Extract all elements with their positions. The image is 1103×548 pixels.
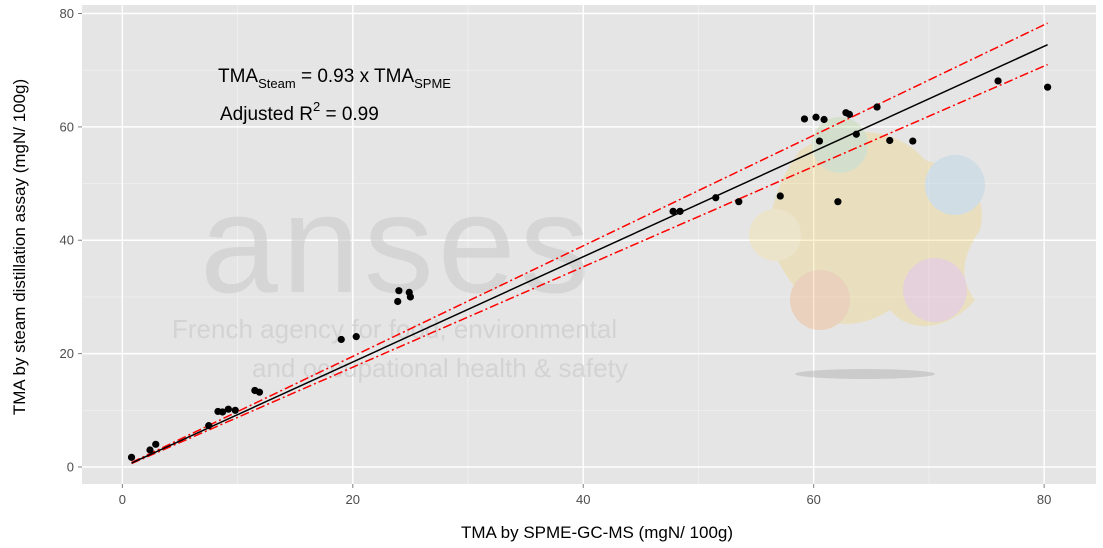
y-tick-label: 0 [67, 459, 74, 474]
data-point [735, 198, 743, 206]
data-point [152, 440, 160, 448]
plot-panel [82, 5, 1096, 484]
data-point [1044, 83, 1052, 91]
data-point [337, 335, 345, 344]
watermark-line-2: and occupational health & safety [252, 353, 628, 383]
y-tick-label: 40 [60, 233, 74, 248]
data-point [146, 446, 154, 454]
data-point [669, 207, 677, 215]
upper-band-line [131, 22, 1048, 464]
y-tick-label: 20 [60, 346, 74, 361]
x-tick-label: 20 [346, 492, 360, 507]
data-point [845, 110, 854, 119]
y-tick-label: 80 [60, 6, 74, 21]
data-point [776, 192, 784, 200]
data-point [255, 388, 264, 396]
data-point [205, 422, 213, 430]
watermark-brand: anses [200, 165, 594, 322]
y-tick-labels: 0 20 40 60 80 [60, 6, 82, 474]
x-tick-label: 40 [576, 492, 590, 507]
regression-line [131, 43, 1048, 464]
watermark-line-1: French agency for food, environmental [172, 314, 617, 344]
data-point [676, 207, 684, 215]
equation-lhs: TMA [218, 66, 258, 87]
equation-mid: = 0.93 x TMA [296, 66, 415, 87]
regression-annotation: TMASteam = 0.93 x TMASPME Adjusted R2 = … [218, 66, 451, 125]
data-point [352, 333, 360, 341]
data-point [994, 77, 1002, 85]
lower-band-line [131, 63, 1048, 465]
logo-shadow [795, 369, 935, 379]
equation-sub-spme: SPME [414, 76, 451, 91]
y-tick-label: 60 [60, 119, 74, 134]
data-point [800, 115, 809, 123]
data-point [406, 293, 414, 301]
data-point [815, 137, 824, 145]
data-point [820, 115, 828, 124]
r-squared-text: Adjusted R2 = 0.99 [220, 99, 379, 125]
data-point [224, 405, 232, 413]
minor-gridlines [82, 5, 1096, 484]
r-squared-sup: 2 [313, 99, 320, 114]
equation-sub-steam: Steam [258, 76, 296, 91]
data-point [873, 103, 881, 111]
data-points [127, 77, 1052, 461]
r-squared-value: = 0.99 [320, 104, 379, 125]
data-point [909, 137, 917, 145]
data-point [127, 453, 136, 461]
r-squared-label: Adjusted R [220, 104, 313, 125]
data-point [812, 113, 820, 121]
confidence-bands [131, 22, 1048, 465]
y-axis-title: TMA by steam distillation assay (mgN/ 10… [10, 79, 29, 415]
data-point [395, 287, 403, 295]
data-point [712, 194, 720, 202]
x-tick-label: 80 [1037, 492, 1051, 507]
data-point [886, 136, 894, 145]
fit-line [131, 43, 1048, 464]
x-tick-label: 60 [806, 492, 820, 507]
equation-text: TMASteam = 0.93 x TMASPME [218, 66, 451, 91]
data-point [394, 297, 402, 306]
x-axis-title: TMA by SPME-GC-MS (mgN/ 100g) [461, 523, 733, 542]
watermark-logo: anses French agency for food, environmen… [172, 117, 985, 383]
data-point [218, 408, 227, 416]
data-point [834, 198, 842, 206]
data-point [852, 130, 860, 138]
major-gridlines [82, 5, 1096, 484]
x-tick-labels: 0 20 40 60 80 [119, 484, 1051, 507]
logo-ring [749, 117, 985, 330]
x-tick-label: 0 [119, 492, 126, 507]
data-point [231, 406, 239, 414]
